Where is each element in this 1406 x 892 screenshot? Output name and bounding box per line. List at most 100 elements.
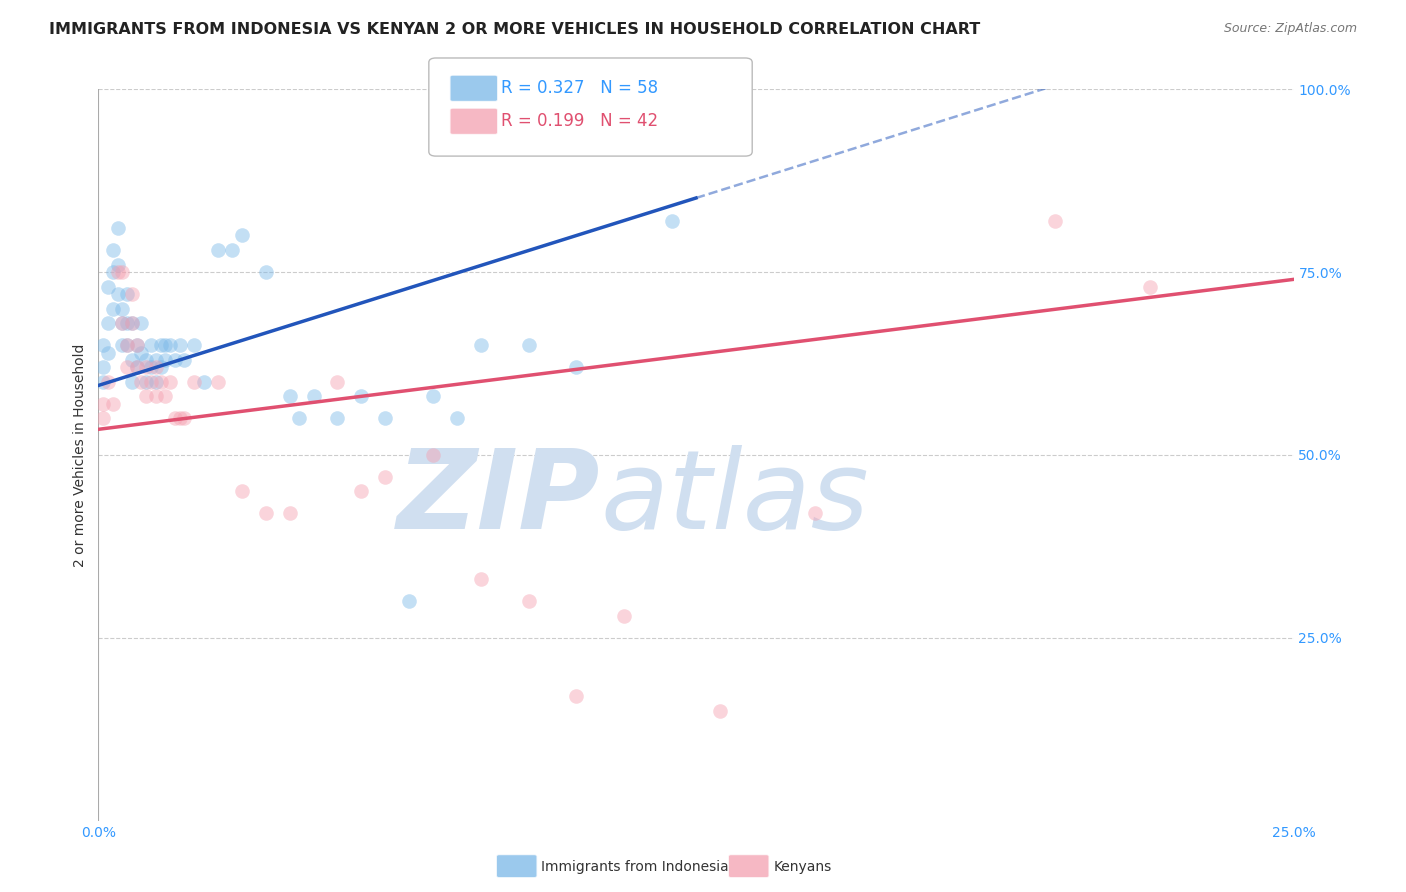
Point <box>111 265 134 279</box>
Point <box>155 389 177 403</box>
Point <box>139 338 162 352</box>
Point <box>302 389 325 403</box>
Point <box>131 375 153 389</box>
Point <box>135 360 157 375</box>
Point <box>135 375 157 389</box>
Point <box>115 287 138 301</box>
Point <box>193 375 215 389</box>
Point <box>115 316 138 330</box>
Point <box>155 338 177 352</box>
Point <box>145 389 167 403</box>
Point <box>163 352 186 367</box>
Text: IMMIGRANTS FROM INDONESIA VS KENYAN 2 OR MORE VEHICLES IN HOUSEHOLD CORRELATION : IMMIGRANTS FROM INDONESIA VS KENYAN 2 OR… <box>49 22 980 37</box>
Point <box>91 411 114 425</box>
Point <box>155 352 177 367</box>
Point <box>111 338 134 352</box>
Point <box>326 411 349 425</box>
Point <box>350 484 373 499</box>
Point <box>470 572 492 586</box>
Point <box>125 360 148 375</box>
Point <box>149 338 172 352</box>
Point <box>125 360 148 375</box>
Point <box>374 411 396 425</box>
Point <box>131 316 153 330</box>
Point <box>115 338 138 352</box>
Point <box>125 338 148 352</box>
Point <box>97 375 120 389</box>
Point <box>91 338 114 352</box>
Point <box>115 360 138 375</box>
Point <box>374 470 396 484</box>
Point <box>159 338 181 352</box>
Point <box>446 411 468 425</box>
Point <box>149 375 172 389</box>
Point <box>183 375 205 389</box>
Text: atlas: atlas <box>600 445 869 552</box>
Point <box>135 352 157 367</box>
Point <box>163 411 186 425</box>
Point <box>661 214 683 228</box>
Point <box>97 279 120 293</box>
Point <box>121 287 143 301</box>
Point <box>107 221 129 235</box>
Point <box>254 507 277 521</box>
Point <box>107 287 129 301</box>
Point <box>121 316 143 330</box>
Point <box>565 690 588 704</box>
Point <box>101 265 124 279</box>
Point <box>1139 279 1161 293</box>
Point <box>613 608 636 623</box>
Point <box>231 228 253 243</box>
Point <box>101 301 124 316</box>
Point <box>207 375 229 389</box>
Text: Immigrants from Indonesia: Immigrants from Indonesia <box>541 860 730 874</box>
Point <box>135 389 157 403</box>
Point <box>173 352 195 367</box>
Point <box>145 375 167 389</box>
Point <box>422 448 444 462</box>
Point <box>159 375 181 389</box>
Text: Kenyans: Kenyans <box>773 860 831 874</box>
Point <box>91 397 114 411</box>
Text: R = 0.199   N = 42: R = 0.199 N = 42 <box>501 112 658 130</box>
Point <box>111 316 134 330</box>
Point <box>173 411 195 425</box>
Point <box>139 375 162 389</box>
Text: ZIP: ZIP <box>396 445 600 552</box>
Point <box>288 411 311 425</box>
Point <box>139 360 162 375</box>
Point <box>278 389 301 403</box>
Point <box>278 507 301 521</box>
Point <box>111 301 134 316</box>
Point <box>470 338 492 352</box>
Point <box>91 375 114 389</box>
Point <box>231 484 253 499</box>
Point <box>145 352 167 367</box>
Point <box>565 360 588 375</box>
Text: R = 0.327   N = 58: R = 0.327 N = 58 <box>501 79 658 97</box>
Point <box>121 352 143 367</box>
Point <box>422 389 444 403</box>
Point <box>183 338 205 352</box>
Point <box>709 704 731 718</box>
Point <box>115 338 138 352</box>
Point <box>121 375 143 389</box>
Point <box>91 360 114 375</box>
Point <box>97 345 120 359</box>
Point <box>107 265 129 279</box>
Point <box>398 594 420 608</box>
Point <box>97 316 120 330</box>
Point <box>326 375 349 389</box>
Point <box>517 594 540 608</box>
Point <box>254 265 277 279</box>
Point <box>169 411 191 425</box>
Point <box>125 338 148 352</box>
Text: Source: ZipAtlas.com: Source: ZipAtlas.com <box>1223 22 1357 36</box>
Point <box>107 258 129 272</box>
Point <box>207 243 229 257</box>
Point <box>131 345 153 359</box>
Point <box>121 316 143 330</box>
Point <box>804 507 827 521</box>
Y-axis label: 2 or more Vehicles in Household: 2 or more Vehicles in Household <box>73 343 87 566</box>
Point <box>221 243 243 257</box>
